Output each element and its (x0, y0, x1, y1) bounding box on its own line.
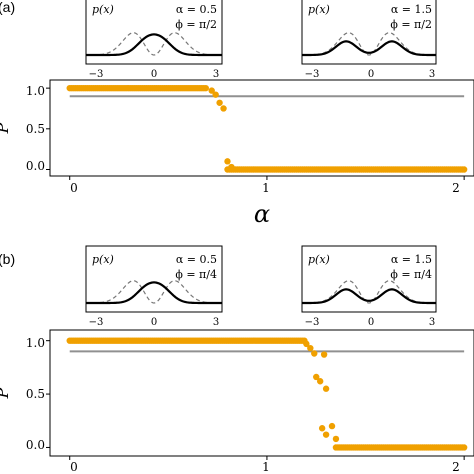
inset-frame (85, 0, 223, 65)
inset-b-right: p(x) α = 1.5 ϕ = π/4 −3 0 3 (301, 245, 437, 328)
data-point (313, 373, 320, 381)
x-tick-label: 1 (262, 460, 270, 474)
inset-phi: ϕ = π/4 (175, 268, 217, 281)
inset-tick: 3 (213, 69, 219, 80)
inset-dashed-curve (301, 280, 437, 304)
data-point (220, 105, 227, 112)
x-tick-label: 1 (262, 181, 270, 195)
data-point (322, 385, 330, 392)
inset-alpha: α = 1.5 (391, 253, 432, 266)
inset-tick: −3 (305, 69, 320, 80)
x-tick-label: 0 (70, 460, 78, 474)
y-axis-label: P (0, 387, 12, 399)
data-point (460, 444, 468, 451)
inset-tick: 0 (151, 69, 157, 80)
x-tick-label: 2 (452, 460, 460, 474)
y-tick-label: 0.0 (26, 159, 45, 173)
x-axis-label: α (254, 200, 270, 228)
inset-tick: 3 (429, 69, 435, 80)
data-point (303, 340, 310, 348)
data-point (202, 84, 209, 92)
inset-tick: −3 (89, 69, 104, 80)
plot-marks (46, 337, 468, 460)
inset-title: p(x) (92, 3, 114, 16)
plot-frame (49, 329, 474, 457)
inset-phi: ϕ = π/4 (390, 268, 432, 281)
main-plot-b: 1.0 0.5 0.0 0 1 2 P (0, 329, 474, 474)
y-axis-label: P (0, 122, 12, 134)
inset-dashed-curve (85, 32, 223, 56)
inset-a-left: p(x) α = 0.5 ϕ = π/2 −3 0 3 (85, 0, 223, 80)
main-plot-a: 1.0 0.5 0.0 0 1 2 α P (0, 79, 474, 228)
inset-title: p(x) (308, 253, 330, 266)
y-tick-label: 1.0 (26, 84, 45, 98)
data-point (320, 351, 328, 358)
inset-tick: 3 (429, 317, 435, 328)
y-tick-label: 1.0 (26, 336, 45, 350)
inset-alpha: α = 1.5 (391, 3, 432, 16)
inset-tick: 0 (151, 317, 157, 328)
inset-tick: −3 (305, 317, 320, 328)
inset-solid-curve (86, 281, 222, 305)
data-point (208, 87, 215, 94)
inset-tick: 0 (368, 317, 374, 328)
inset-frame (301, 0, 437, 65)
inset-tick: −3 (89, 317, 104, 328)
data-point (224, 158, 231, 165)
inset-dashed-curve (85, 280, 223, 304)
plot-frame (49, 79, 474, 177)
data-point (216, 99, 223, 106)
data-point (318, 425, 326, 432)
data-point (228, 163, 235, 171)
data-point (328, 422, 336, 430)
y-tick-label: 0.0 (26, 438, 45, 452)
inset-title: p(x) (92, 253, 114, 266)
inset-alpha: α = 0.5 (176, 3, 217, 16)
data-point (311, 350, 318, 357)
inset-tick: 0 (368, 69, 374, 80)
panel-label-b: (b) (0, 251, 15, 267)
inset-alpha: α = 0.5 (176, 253, 217, 266)
data-point (307, 344, 314, 352)
inset-solid-curve (302, 40, 436, 57)
inset-a-right: p(x) α = 1.5 ϕ = π/2 −3 0 3 (301, 0, 437, 80)
data-point (460, 166, 468, 173)
inset-solid-curve (86, 33, 222, 57)
data-point (332, 435, 340, 443)
x-tick-label: 2 (452, 181, 460, 195)
panel-label-a: (a) (0, 0, 15, 15)
inset-phi: ϕ = π/2 (175, 18, 217, 31)
inset-b-left: p(x) α = 0.5 ϕ = π/4 −3 0 3 (85, 245, 223, 328)
data-point (212, 91, 219, 98)
data-point (316, 378, 324, 385)
inset-title: p(x) (308, 3, 330, 16)
inset-phi: ϕ = π/2 (390, 18, 432, 31)
inset-dashed-curve (301, 32, 437, 56)
inset-tick: 3 (213, 317, 219, 328)
y-tick-label: 0.5 (26, 122, 45, 136)
plot-marks (46, 84, 468, 180)
inset-frame (85, 245, 223, 313)
inset-solid-curve (302, 288, 436, 305)
y-tick-label: 0.5 (26, 387, 45, 401)
data-point (322, 431, 330, 438)
inset-frame (301, 245, 437, 313)
x-tick-label: 0 (70, 181, 78, 195)
